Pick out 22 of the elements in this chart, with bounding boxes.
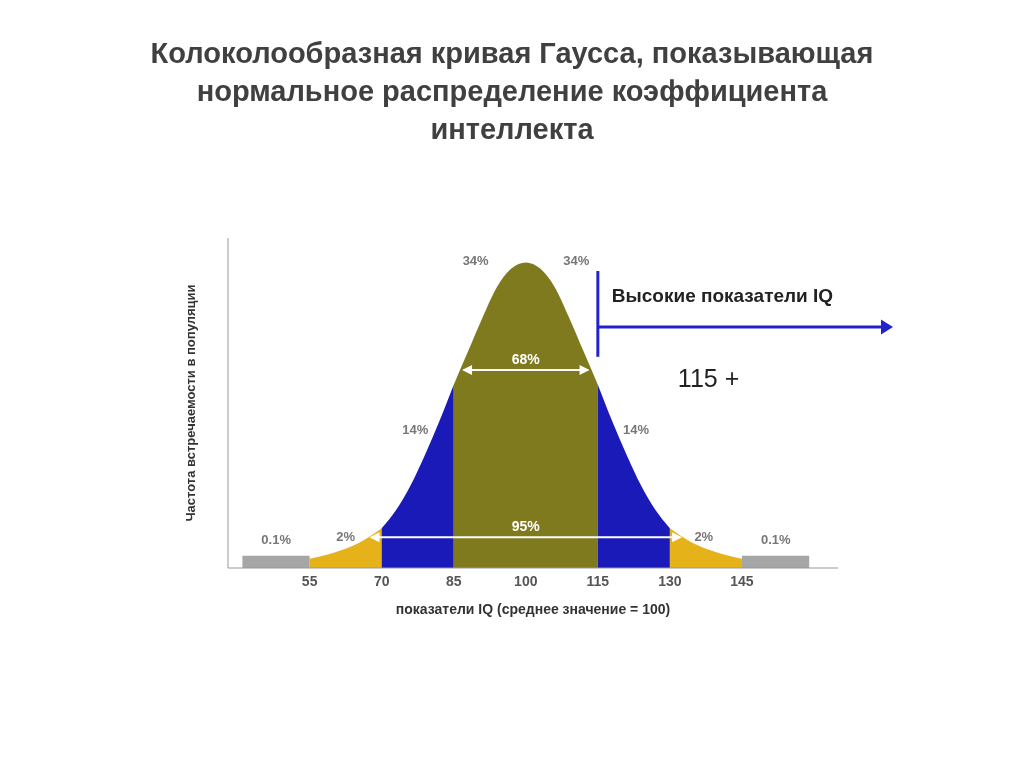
x-tick-label: 55 <box>301 572 318 589</box>
annotation: 14% <box>402 421 429 437</box>
x-tick-label: 85 <box>445 572 462 589</box>
x-axis-title: показатели IQ (среднее значение = 100) <box>395 601 671 617</box>
annotation: 2% <box>694 528 714 544</box>
x-tick-label: 145 <box>730 572 754 589</box>
annotation: 14% <box>623 421 650 437</box>
annotation: 34% <box>563 252 590 268</box>
annotation: 0.1% <box>760 532 792 548</box>
annotation: 95% <box>511 518 541 535</box>
annotation: 115 + <box>677 363 740 392</box>
ref-line-label: Высокие показатели IQ <box>611 285 834 307</box>
y-axis-title: Частота встречаемости в популяции <box>182 284 198 522</box>
annotation: 68% <box>511 351 541 367</box>
annotation: 0.1% <box>261 532 292 548</box>
x-tick-label: 115 <box>586 572 610 589</box>
chart-title: Колоколообразная кривая Гаусса, показывающая нормальное распределение коэффициента интеллекта <box>149 36 875 147</box>
x-tick-label: 100 <box>514 572 538 589</box>
x-tick-label: 130 <box>658 572 682 589</box>
annotation: 34% <box>462 252 490 268</box>
x-tick-label: 70 <box>373 572 390 589</box>
annotation: 2% <box>336 528 356 544</box>
